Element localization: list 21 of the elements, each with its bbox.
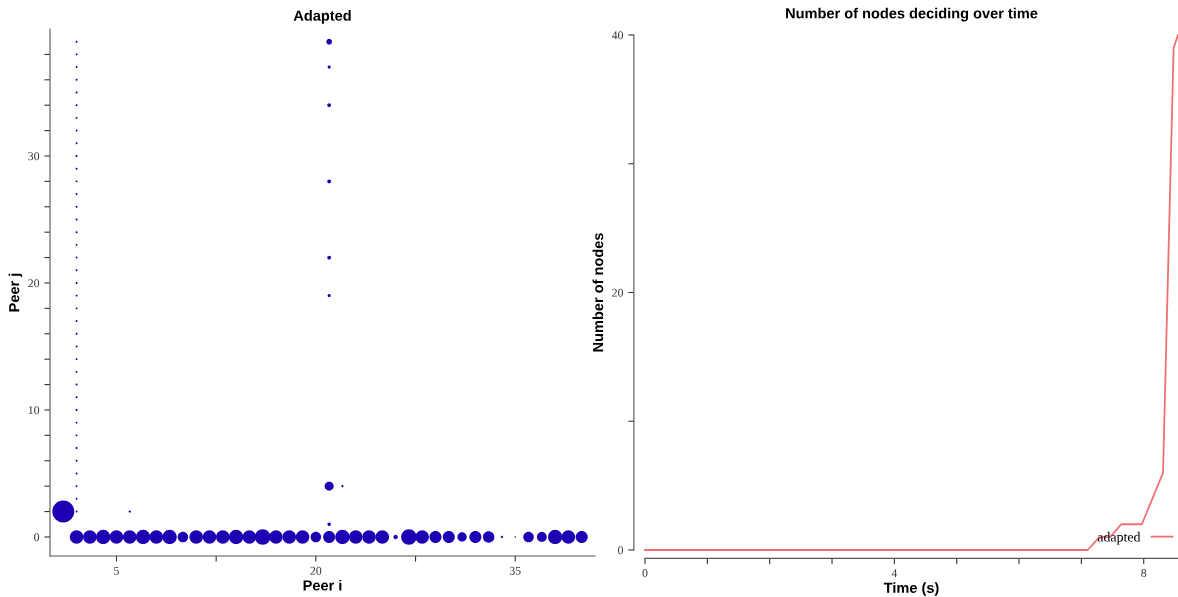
chart-title: Adapted [293, 10, 351, 24]
y-tick-label: 0 [618, 546, 624, 555]
x-tick-label: 8 [1141, 569, 1147, 578]
x-axis-title: Time (s) [883, 582, 939, 596]
y-axis-title: Number of nodes [592, 233, 604, 352]
chart-title: Number of nodes deciding over time [786, 7, 1038, 22]
y-tick-label: 10 [28, 406, 40, 415]
y-tick-label: 40 [611, 31, 624, 40]
y-tick-label: 20 [28, 279, 40, 288]
x-tick-label: 35 [509, 566, 521, 575]
x-axis-title: Peer i [303, 579, 342, 591]
y-axis-title: Peer j [8, 273, 23, 312]
legend-label: adapted [1097, 531, 1141, 545]
x-tick-label: 5 [114, 566, 119, 575]
x-tick-label: 0 [642, 569, 648, 578]
line-series [644, 34, 1178, 551]
y-tick-label: 30 [28, 152, 40, 161]
y-tick-label: 0 [34, 533, 40, 542]
x-tick-label: 20 [310, 566, 322, 575]
x-tick-label: 4 [891, 569, 898, 577]
y-tick-label: 20 [612, 288, 624, 297]
